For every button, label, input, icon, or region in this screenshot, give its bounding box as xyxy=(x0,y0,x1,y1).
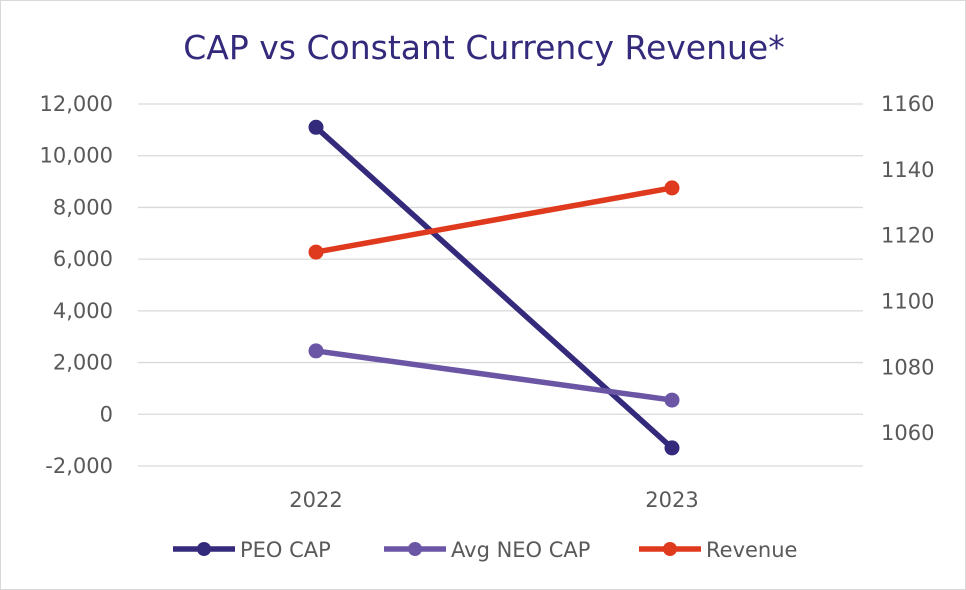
right-tick-label: 1160 xyxy=(881,92,934,116)
legend-marker xyxy=(408,542,422,556)
left-tick-label: 12,000 xyxy=(40,92,113,116)
series-line-revenue xyxy=(313,185,675,255)
left-tick-label: 10,000 xyxy=(40,144,113,168)
legend-label: PEO CAP xyxy=(240,538,331,562)
legend-item-revenue: Revenue xyxy=(639,538,797,562)
left-tick-label: 8,000 xyxy=(53,195,113,219)
series-revenue xyxy=(308,180,680,260)
left-tick-label: 2,000 xyxy=(53,351,113,375)
left-tick-label: -2,000 xyxy=(45,454,113,478)
right-tick-label: 1060 xyxy=(881,421,934,445)
series-peo-cap xyxy=(308,119,680,456)
chart-title: CAP vs Constant Currency Revenue* xyxy=(183,28,784,67)
data-point-peo-cap xyxy=(664,440,680,456)
x-tick-label: 2022 xyxy=(289,488,342,512)
left-tick-label: 6,000 xyxy=(53,247,113,271)
left-axis-ticks: -2,000 0 2,000 4,000 6,000 8,000 10,000 12,000 xyxy=(40,92,113,478)
series-line-peo-cap xyxy=(313,124,675,451)
legend-label: Revenue xyxy=(706,538,797,562)
data-point-avg-neo-cap xyxy=(308,343,324,359)
legend: PEO CAP Avg NEO CAP Revenue xyxy=(173,538,797,562)
legend-marker xyxy=(663,542,677,556)
legend-marker xyxy=(197,542,211,556)
data-point-peo-cap xyxy=(308,119,324,135)
right-tick-label: 1120 xyxy=(881,224,934,248)
legend-label: Avg NEO CAP xyxy=(451,538,590,562)
right-tick-label: 1100 xyxy=(881,289,934,313)
right-tick-label: 1080 xyxy=(881,355,934,379)
grid-lines xyxy=(138,103,863,467)
x-axis-ticks: 2022 2023 xyxy=(289,488,698,512)
left-tick-label: 0 xyxy=(100,402,113,426)
data-point-revenue xyxy=(664,180,680,196)
series-lines xyxy=(308,119,680,456)
series-avg-neo-cap xyxy=(308,343,680,408)
data-point-revenue xyxy=(308,244,324,260)
left-tick-label: 4,000 xyxy=(53,299,113,323)
right-tick-label: 1140 xyxy=(881,158,934,182)
series-line-avg-neo-cap xyxy=(313,348,675,403)
x-tick-label: 2023 xyxy=(645,488,698,512)
data-point-avg-neo-cap xyxy=(664,392,680,408)
right-axis-ticks: 1060 1080 1100 1120 1140 1160 xyxy=(881,92,934,445)
legend-item-peo-cap: PEO CAP xyxy=(173,538,331,562)
legend-item-avg-neo-cap: Avg NEO CAP xyxy=(384,538,590,562)
